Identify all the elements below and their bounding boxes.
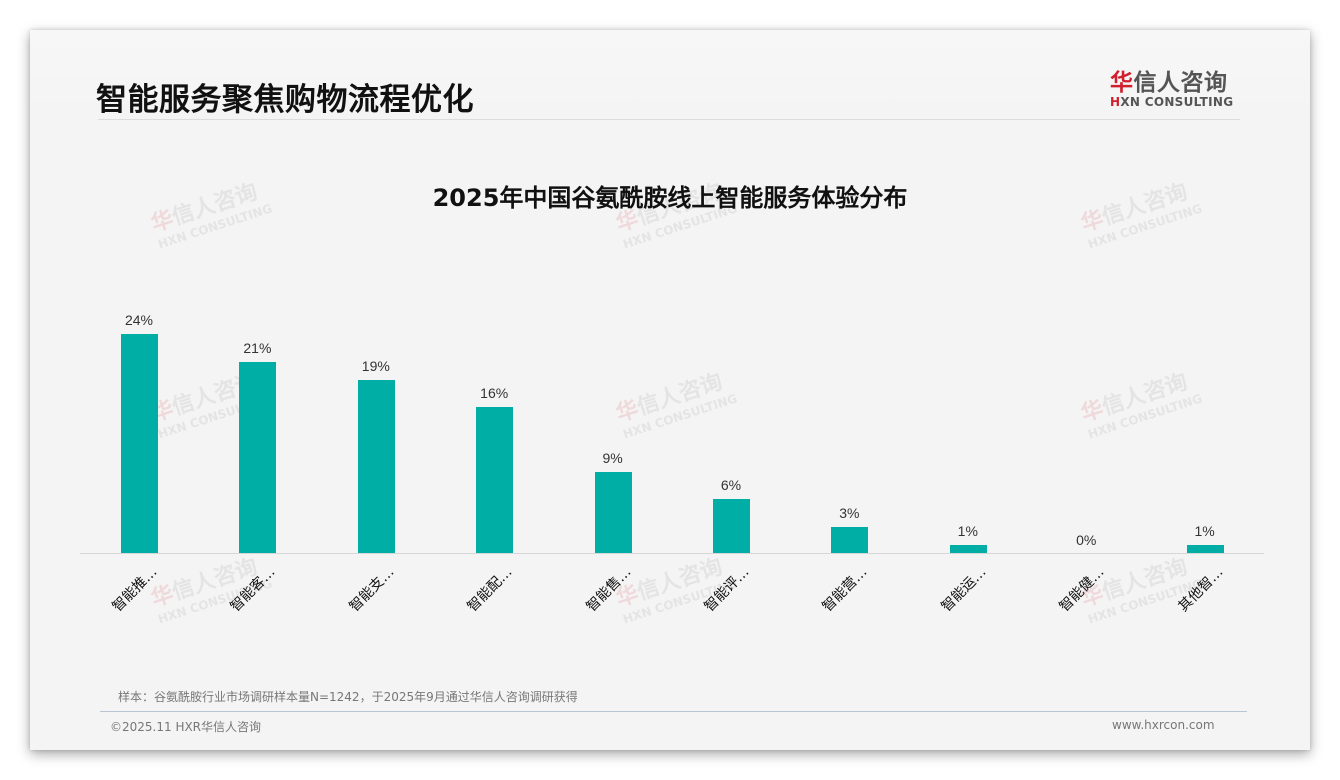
bar-group: 16%: [435, 280, 553, 554]
x-axis-category-label: 智能支…: [346, 564, 398, 616]
x-axis-category-label: 其他智…: [1175, 564, 1227, 616]
bar-value-label: 19%: [361, 357, 390, 374]
sample-note: 样本：谷氨酰胺行业市场调研样本量N=1242，于2025年9月通过华信人咨询调研…: [118, 690, 578, 704]
x-axis-category-label: 智能营…: [819, 564, 871, 616]
copyright: ©2025.11 HXR华信人咨询: [110, 720, 262, 734]
bar: [594, 471, 632, 554]
bar-value-label: 1%: [957, 522, 978, 539]
bar-value-label: 9%: [602, 449, 623, 466]
bar-group: 6%: [672, 280, 790, 554]
bar-value-label: 16%: [480, 385, 509, 402]
logo-en-first: H: [1110, 95, 1121, 109]
x-axis-category-label: 智能推…: [109, 564, 161, 616]
bar-group: 24%: [80, 280, 198, 554]
brand-logo: 华信人咨询 HXN CONSULTING: [1110, 63, 1242, 109]
x-axis-category-label: 智能评…: [701, 564, 753, 616]
bar-value-label: 0%: [1076, 532, 1097, 548]
bar: [949, 544, 987, 554]
bar-group: 21%: [198, 280, 316, 554]
logo-cn: 华信人咨询: [1110, 63, 1242, 97]
bar: [121, 334, 158, 554]
bar-value-label: 6%: [720, 477, 742, 493]
bar: [357, 379, 395, 554]
bar: [476, 407, 514, 554]
bar-value-label: 24%: [124, 312, 154, 328]
logo-cn-rest: 信人咨询: [1133, 70, 1228, 96]
bar: [831, 526, 869, 554]
x-axis-category-label: 智能售…: [583, 564, 635, 616]
logo-en: HXN CONSULTING: [1110, 95, 1242, 109]
bar-group: 1%: [909, 280, 1027, 554]
header-band: [30, 30, 1310, 120]
bar: [239, 361, 277, 554]
bar: [1186, 544, 1224, 554]
x-axis-category-label: 智能健…: [1056, 564, 1108, 616]
bar-group: 9%: [554, 280, 672, 554]
logo-cn-first: 华: [1110, 70, 1134, 96]
x-axis-line: [80, 553, 1264, 554]
logo-en-rest: XN CONSULTING: [1120, 95, 1234, 109]
x-axis-category-label: 智能配…: [464, 564, 516, 616]
x-axis-category-label: 智能运…: [938, 564, 990, 616]
bar-group: 3%: [790, 280, 908, 554]
bar: [713, 499, 750, 554]
bar-value-label: 3%: [839, 504, 860, 521]
bar-chart-plot: 24% 21% 19% 16% 9% 6% 3% 1% 0% 1%: [80, 280, 1264, 554]
bar-group: 1%: [1146, 280, 1264, 554]
bar-group: 19%: [317, 280, 435, 554]
page-title: 智能服务聚焦购物流程优化: [96, 82, 474, 118]
x-axis-category-label: 智能客…: [227, 564, 279, 616]
footer-divider: [100, 711, 1247, 712]
bar-value-label: 1%: [1194, 522, 1215, 539]
website-link[interactable]: www.hxrcon.com: [1112, 718, 1215, 732]
bar-value-label: 21%: [243, 339, 272, 356]
slide-card: 智能服务聚焦购物流程优化 华信人咨询 HXN CONSULTING 华信人咨询 …: [30, 30, 1310, 750]
chart-title: 2025年中国谷氨酰胺线上智能服务体验分布: [432, 184, 908, 212]
header-divider: [98, 119, 1240, 120]
bar-group: 0%: [1027, 280, 1145, 554]
